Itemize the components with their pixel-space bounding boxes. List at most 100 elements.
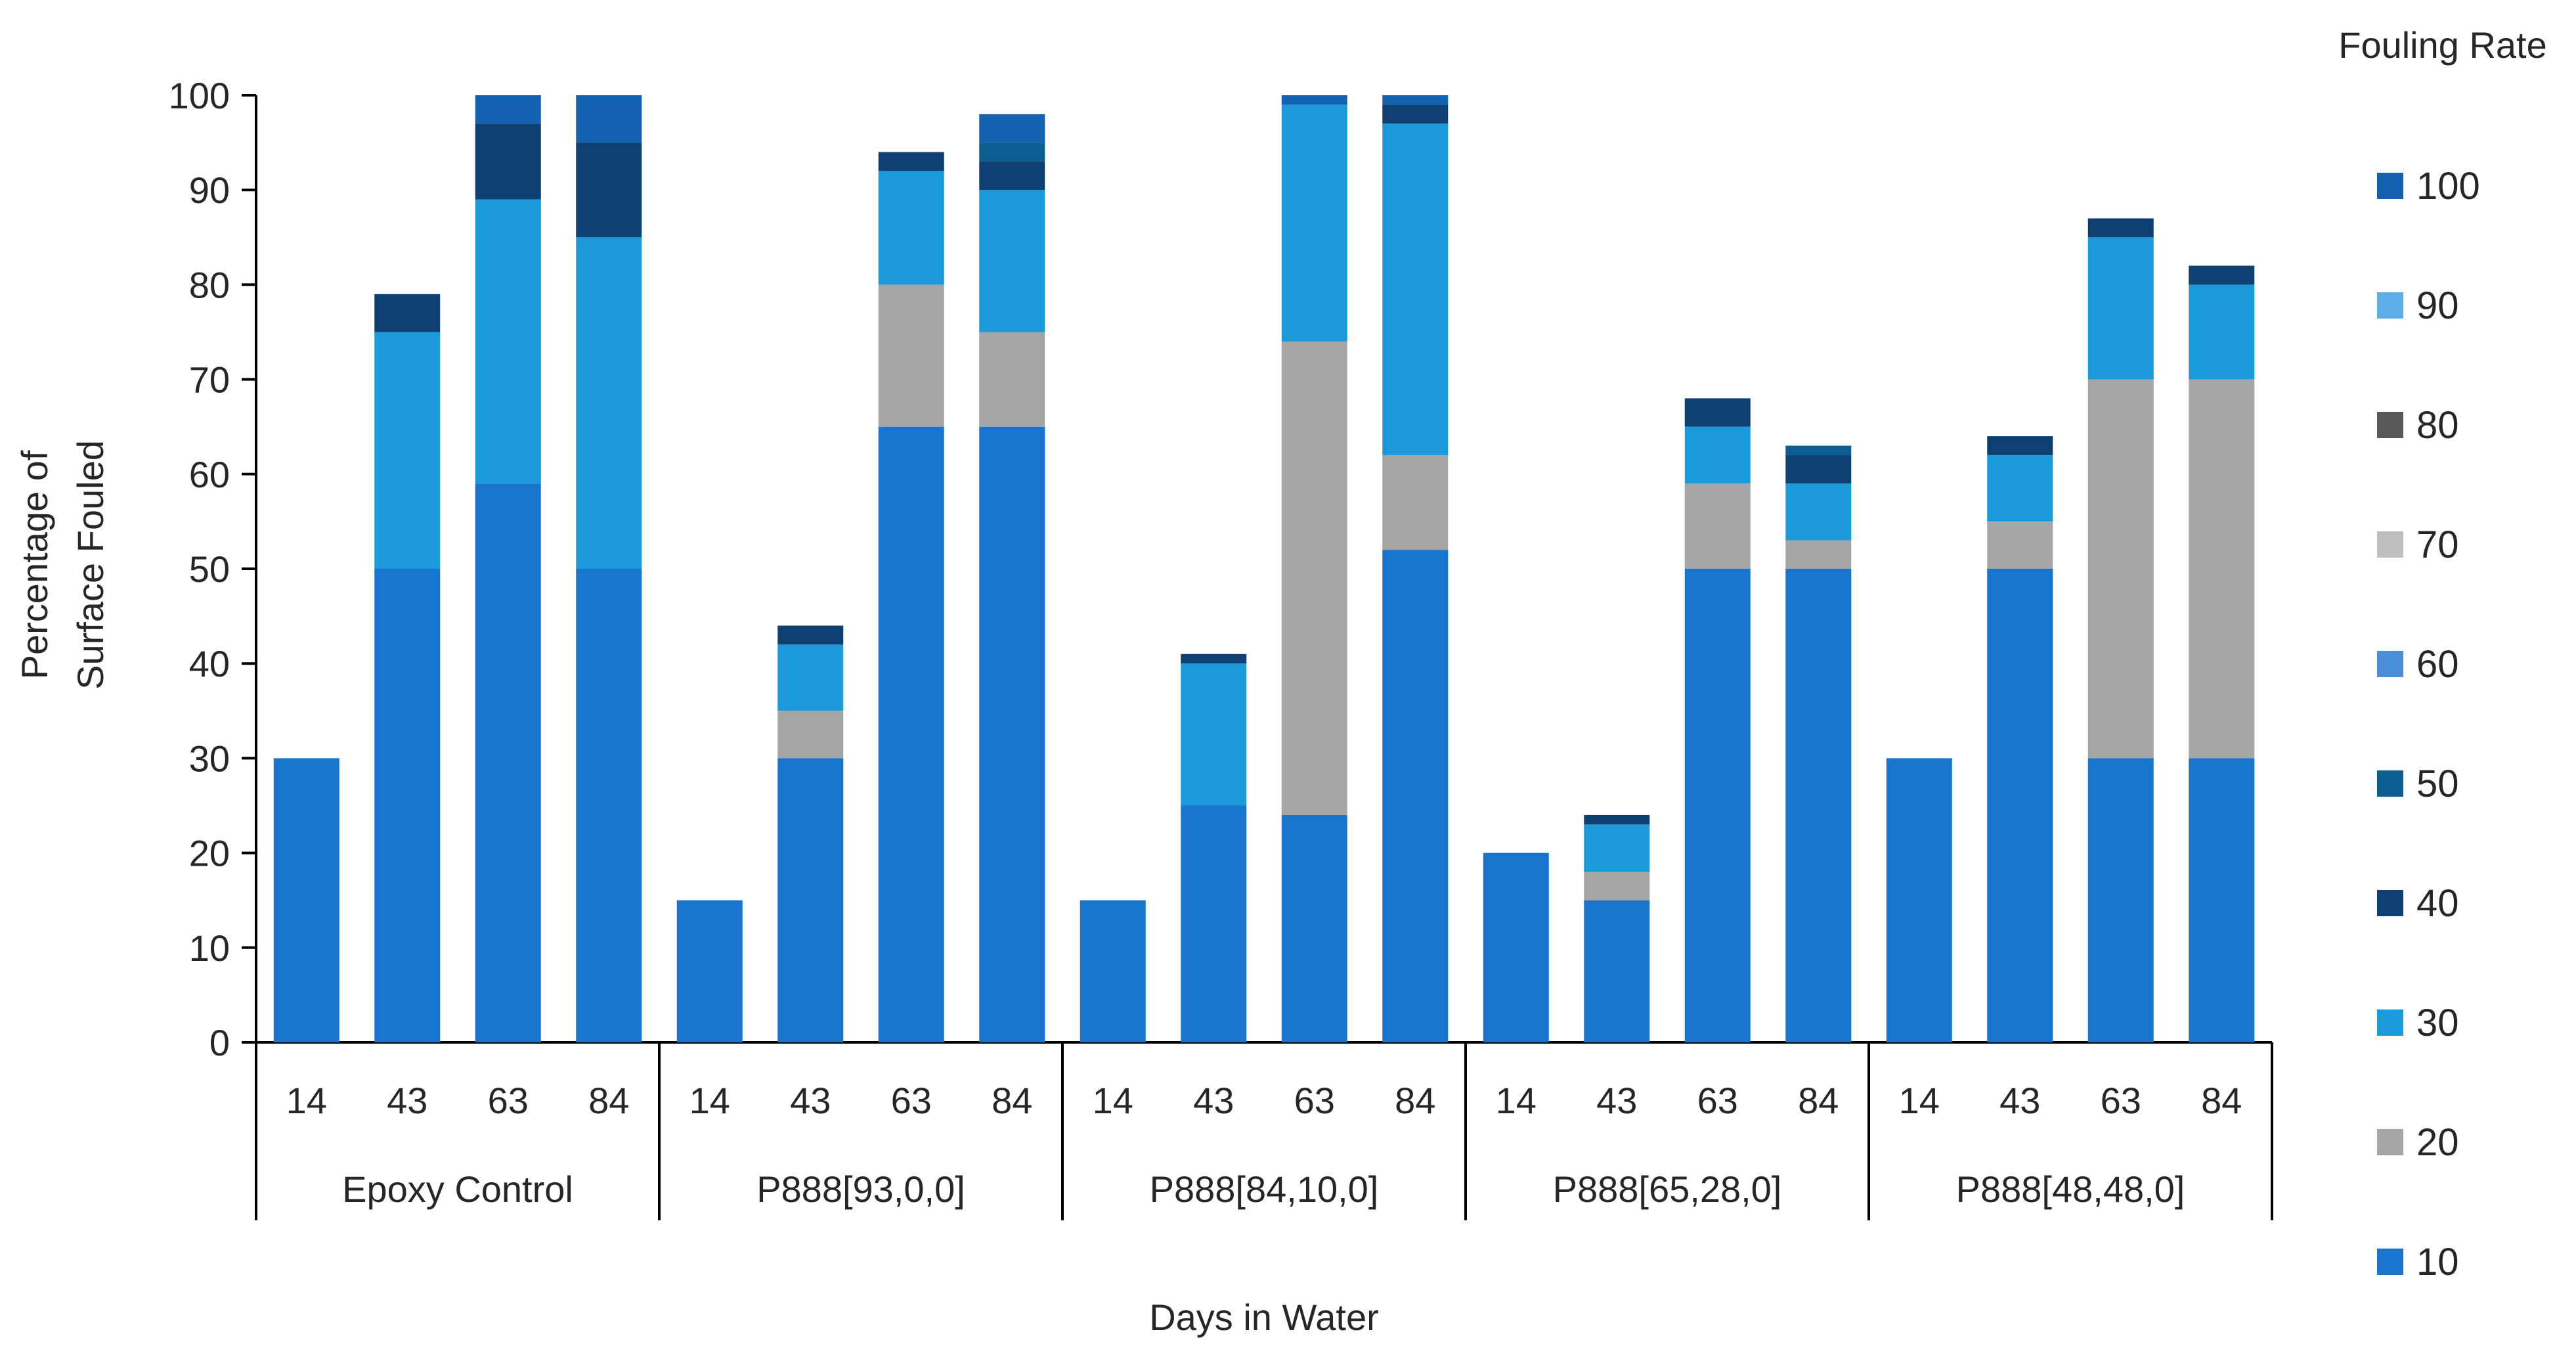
bar-segment-30 <box>576 237 642 569</box>
bar-segment-10 <box>1584 900 1650 1042</box>
bar-segment-10 <box>1987 569 2053 1042</box>
bar-segment-30 <box>374 332 441 569</box>
bar-segment-10 <box>2189 758 2255 1042</box>
y-tick-label: 50 <box>189 548 230 590</box>
bar-segment-30 <box>475 199 541 484</box>
bar-segment-40 <box>1382 104 1449 124</box>
x-category-label: 63 <box>1697 1080 1738 1121</box>
y-tick-label: 40 <box>189 643 230 684</box>
bar-segment-10 <box>273 758 339 1042</box>
legend-label: 40 <box>2416 882 2459 925</box>
x-category-label: 84 <box>588 1080 629 1121</box>
y-tick-label: 90 <box>189 169 230 211</box>
bar-segment-10 <box>475 483 541 1042</box>
x-category-label: 63 <box>1294 1080 1335 1121</box>
x-category-label: 14 <box>286 1080 327 1121</box>
x-category-label: 43 <box>1193 1080 1234 1121</box>
x-category-label: 14 <box>1899 1080 1940 1121</box>
legend-label: 60 <box>2416 643 2459 686</box>
legend-label: 50 <box>2416 763 2459 805</box>
legend-swatch-70 <box>2377 531 2403 558</box>
bar-segment-100 <box>576 95 642 143</box>
bar-segment-40 <box>2189 265 2255 285</box>
bar-segment-100 <box>1281 95 1347 105</box>
y-tick-label: 80 <box>189 264 230 305</box>
legend-swatch-10 <box>2377 1249 2403 1275</box>
x-group-label: P888[48,48,0] <box>1956 1168 2185 1210</box>
y-tick-label: 20 <box>189 833 230 874</box>
x-category-label: 84 <box>1798 1080 1839 1121</box>
legend-label: 100 <box>2416 165 2480 208</box>
x-category-label: 84 <box>2201 1080 2242 1121</box>
x-category-label: 43 <box>1596 1080 1637 1121</box>
bar-segment-10 <box>374 569 441 1042</box>
bar-segment-50 <box>1785 445 1852 455</box>
x-axis-title: Days in Water <box>1149 1297 1379 1338</box>
y-tick-label: 60 <box>189 454 230 495</box>
legend-title: Fouling Rate <box>2338 24 2547 66</box>
legend-label: 80 <box>2416 404 2459 447</box>
bar-segment-30 <box>878 171 944 285</box>
bar-segment-30 <box>1382 123 1449 455</box>
bar-segment-10 <box>1785 569 1852 1042</box>
x-category-label: 14 <box>1093 1080 1133 1121</box>
bar-segment-10 <box>979 426 1045 1042</box>
bar-segment-20 <box>2087 379 2154 759</box>
bar-segment-10 <box>1483 853 1549 1042</box>
legend-label: 10 <box>2416 1241 2459 1283</box>
bar-segment-20 <box>1281 341 1347 815</box>
bar-segment-20 <box>2189 379 2255 759</box>
bar-segment-30 <box>1584 824 1650 872</box>
legend-label: 20 <box>2416 1121 2459 1164</box>
x-category-label: 63 <box>488 1080 529 1121</box>
x-group-label: P888[93,0,0] <box>756 1168 965 1210</box>
bar-segment-40 <box>979 161 1045 190</box>
x-category-label: 14 <box>1496 1080 1537 1121</box>
legend-swatch-90 <box>2377 292 2403 319</box>
legend-swatch-100 <box>2377 173 2403 199</box>
legend-label: 70 <box>2416 523 2459 566</box>
bar-segment-40 <box>777 625 844 645</box>
y-axis-title: Surface Fouled <box>70 440 111 690</box>
bar-segment-30 <box>1785 483 1852 541</box>
bar-segment-10 <box>1886 758 1952 1042</box>
x-category-label: 63 <box>891 1080 932 1121</box>
x-group-label: P888[65,28,0] <box>1553 1168 1782 1210</box>
bar-segment-20 <box>979 332 1045 427</box>
bar-segment-100 <box>1382 95 1449 105</box>
bars-layer <box>273 95 2255 1042</box>
bar-segment-10 <box>777 758 844 1042</box>
y-tick-label: 70 <box>189 359 230 401</box>
bar-segment-40 <box>2087 218 2154 238</box>
legend-swatch-60 <box>2377 651 2403 677</box>
bar-segment-40 <box>374 294 441 332</box>
bar-segment-20 <box>777 711 844 759</box>
x-category-label: 63 <box>2101 1080 2141 1121</box>
bar-segment-40 <box>576 143 642 238</box>
bar-segment-30 <box>2087 237 2154 380</box>
bar-segment-20 <box>1382 455 1449 550</box>
bar-segment-40 <box>878 152 944 171</box>
bar-segment-40 <box>475 123 541 200</box>
legend-swatch-50 <box>2377 770 2403 797</box>
legend-swatch-20 <box>2377 1129 2403 1155</box>
legend-swatch-40 <box>2377 890 2403 916</box>
x-group-label: Epoxy Control <box>342 1168 573 1210</box>
bar-segment-40 <box>1684 398 1751 427</box>
bar-segment-30 <box>979 190 1045 332</box>
bar-segment-30 <box>1181 663 1247 806</box>
bar-segment-10 <box>576 569 642 1042</box>
legend-label: 30 <box>2416 1002 2459 1044</box>
x-category-label: 43 <box>1999 1080 2040 1121</box>
y-tick-label: 30 <box>189 738 230 779</box>
bar-segment-100 <box>979 114 1045 143</box>
bar-segment-20 <box>1584 872 1650 900</box>
bar-segment-30 <box>1684 426 1751 484</box>
x-category-label: 84 <box>992 1080 1032 1121</box>
bar-segment-40 <box>1181 654 1247 664</box>
bar-segment-10 <box>1382 550 1449 1042</box>
bar-segment-10 <box>1080 900 1146 1042</box>
legend: Fouling Rate 100 90 80 70 60 50 40 30 20 10 <box>2338 24 2547 1283</box>
